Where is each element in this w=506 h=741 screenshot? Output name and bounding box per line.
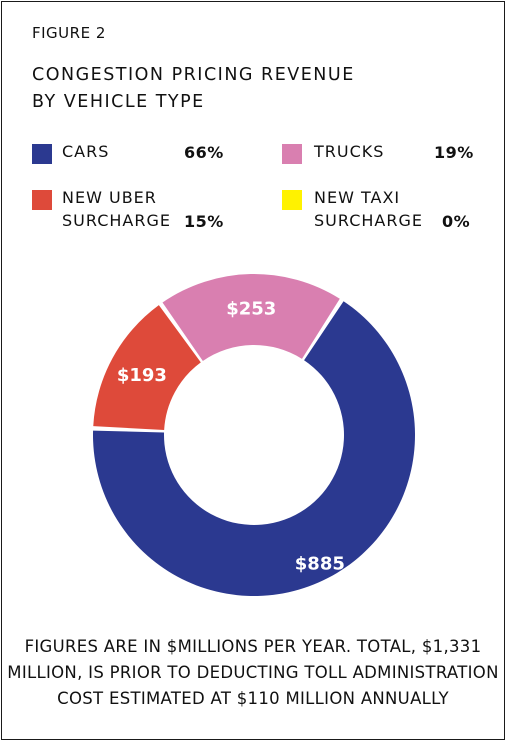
donut-data-label: $885	[295, 553, 345, 574]
legend-label-uber: NEW UBER SURCHARGE	[62, 186, 171, 232]
chart-title: CONGESTION PRICING REVENUE BY VEHICLE TY…	[32, 62, 355, 116]
legend-swatch-trucks	[282, 144, 302, 164]
legend-percent-cars: 66%	[184, 143, 224, 162]
legend-percent-trucks: 19%	[434, 143, 474, 162]
legend-percent-taxi: 0%	[442, 212, 471, 231]
legend-label-line: TRUCKS	[314, 142, 385, 161]
legend-label-line: SURCHARGE	[62, 211, 171, 230]
chart-title-line: CONGESTION PRICING REVENUE	[32, 65, 355, 85]
donut-slice-cars	[93, 301, 415, 596]
figure-label: FIGURE 2	[32, 24, 106, 42]
footnote-line: FIGURES ARE IN $MILLIONS PER YEAR. TOTAL…	[24, 637, 482, 656]
legend-swatch-uber	[32, 190, 52, 210]
legend-label-line: NEW TAXI	[314, 188, 401, 207]
legend-percent-uber: 15%	[184, 212, 224, 231]
legend-swatch-taxi	[282, 190, 302, 210]
legend-label-cars: CARS	[62, 140, 109, 163]
donut-data-label: $193	[117, 365, 167, 386]
footnote-line: MILLION, IS PRIOR TO DEDUCTING TOLL ADMI…	[7, 663, 499, 682]
legend-label-line: NEW UBER	[62, 188, 157, 207]
donut-slice-new-uber-surcharge	[93, 305, 201, 431]
legend-label-trucks: TRUCKS	[314, 140, 384, 163]
legend-label-line: CARS	[62, 142, 110, 161]
legend-label-line: SURCHARGE	[314, 211, 423, 230]
donut-slice-trucks	[162, 274, 340, 361]
legend-swatch-cars	[32, 144, 52, 164]
chart-title-line: BY VEHICLE TYPE	[32, 92, 205, 112]
footnote-line: COST ESTIMATED AT $110 MILLION ANNUALLY	[57, 689, 449, 708]
footnote: FIGURES ARE IN $MILLIONS PER YEAR. TOTAL…	[2, 634, 504, 712]
donut-data-label: $253	[226, 299, 276, 320]
legend-label-taxi: NEW TAXI SURCHARGE	[314, 186, 423, 232]
